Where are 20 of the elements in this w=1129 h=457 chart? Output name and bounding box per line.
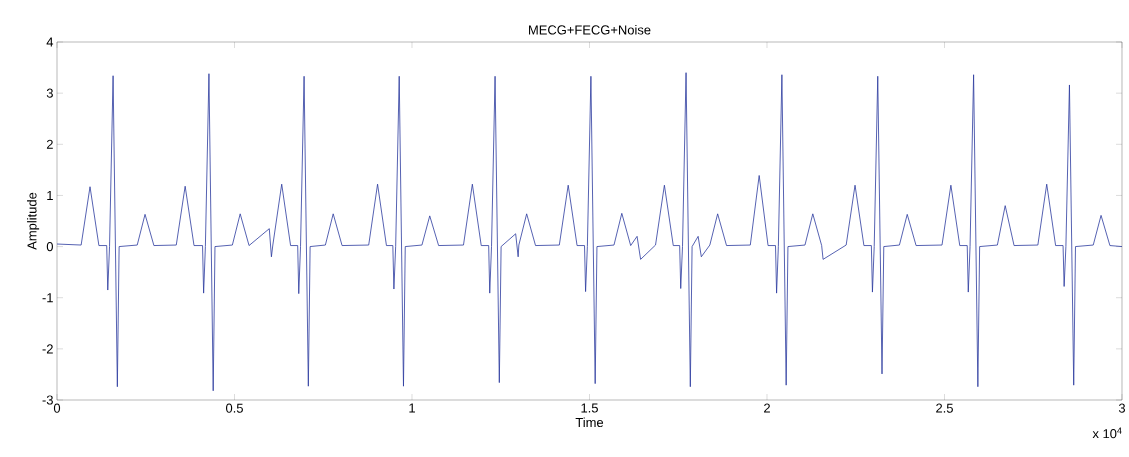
x-tick-label: 1 (409, 403, 415, 413)
y-tick-label: 0 (46, 241, 53, 252)
y-tick-label: 3 (46, 88, 53, 98)
chart-title: MECG+FECG+Noise (529, 24, 651, 35)
y-tick-label: 2 (46, 139, 53, 149)
line-series (56, 72, 1123, 392)
x-tick-label: 0.5 (226, 403, 243, 413)
y-tick-label: -3 (42, 395, 53, 405)
y-tick-label: 4 (46, 37, 54, 47)
text: x 10$^{4}$ (1092, 427, 1122, 439)
y-tick-label: -1 (42, 293, 53, 303)
y-tick-label: 1 (47, 190, 53, 200)
x-tick-label: 1.5 (581, 403, 598, 413)
x-tick-label: 0 (53, 403, 61, 413)
y-tick-label: -2 (42, 344, 53, 354)
x-tick-label: 2.5 (936, 403, 953, 413)
x-axis-title: Time (575, 417, 604, 428)
y-axis-title: Amplitude (27, 192, 40, 250)
x-tick-label: 2 (764, 403, 770, 413)
x-tick-label: 3 (1118, 403, 1126, 413)
